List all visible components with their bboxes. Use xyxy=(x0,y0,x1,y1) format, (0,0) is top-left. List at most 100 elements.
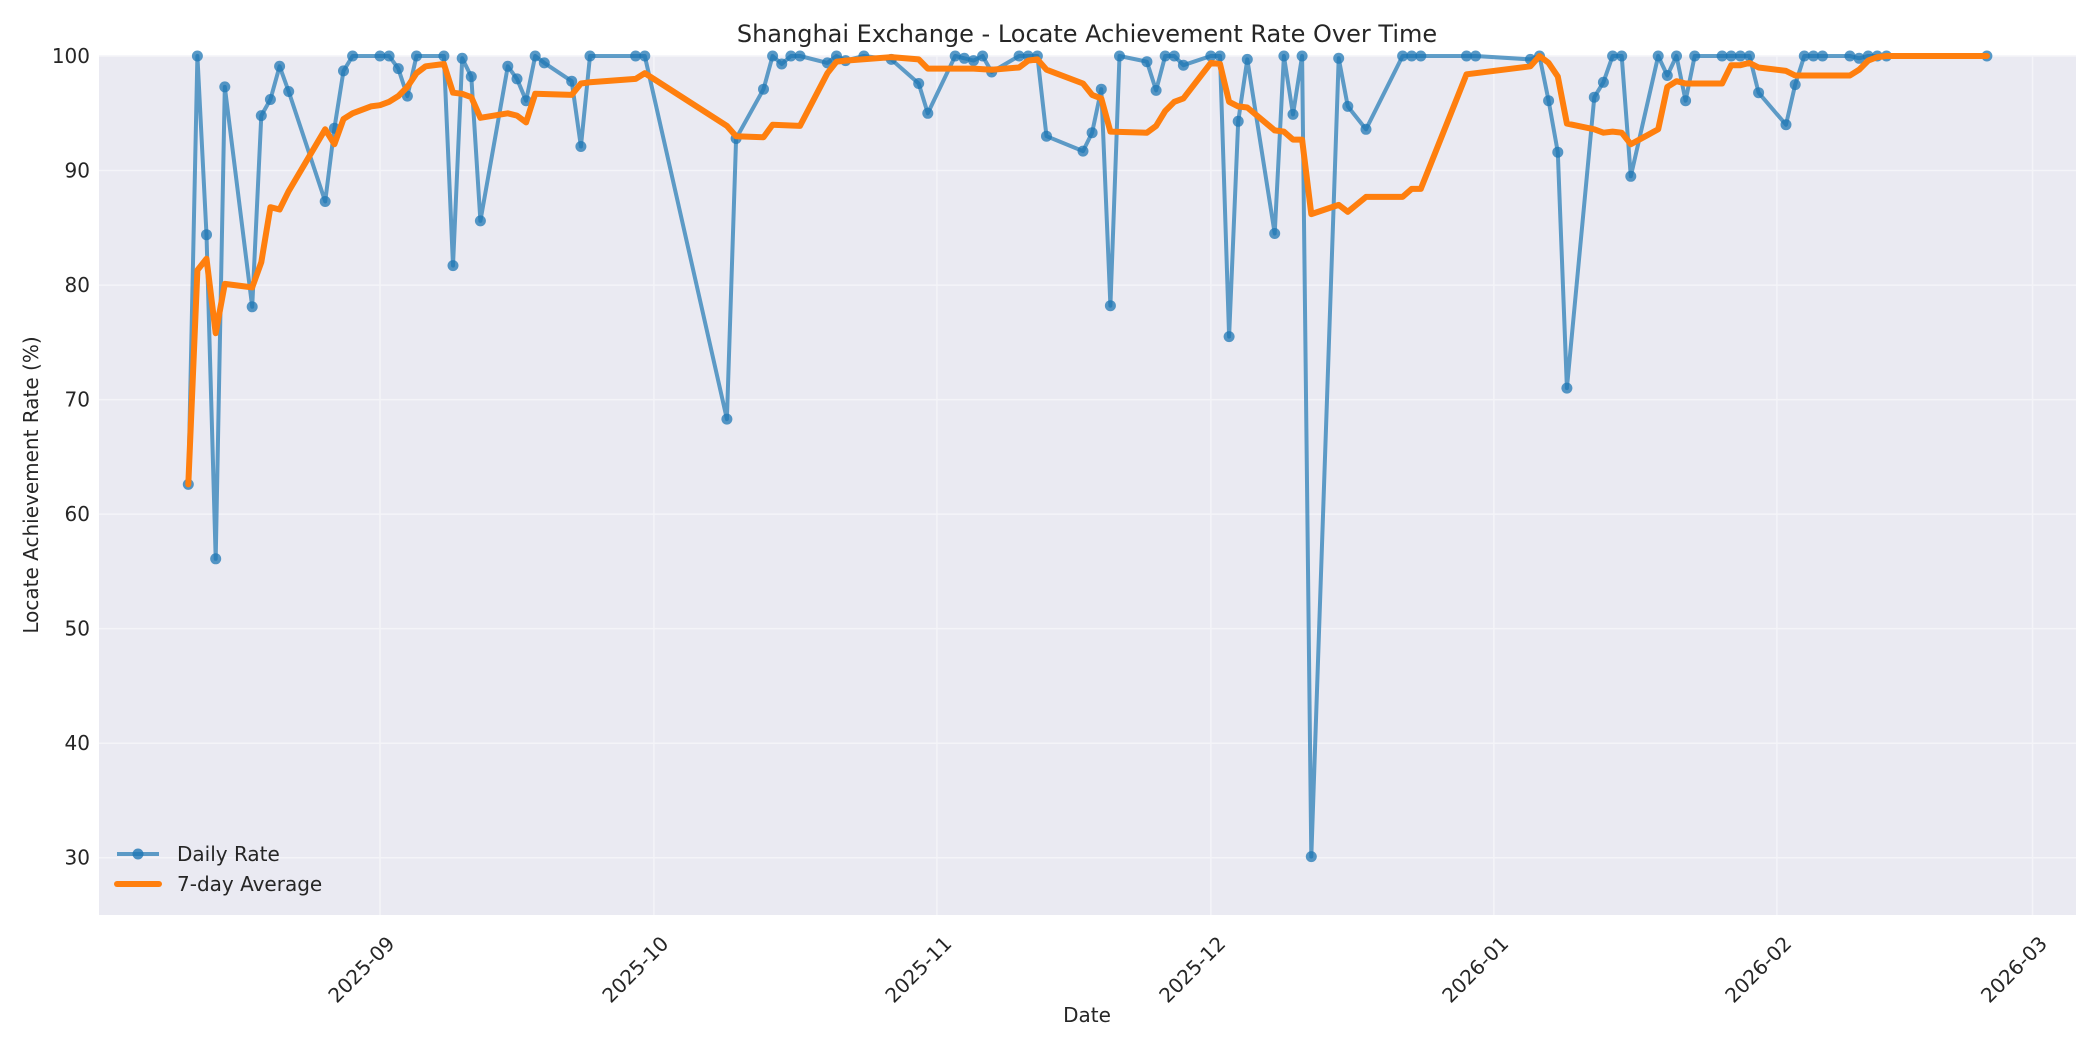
daily-rate-marker xyxy=(1406,50,1418,62)
daily-rate-marker xyxy=(758,83,769,95)
daily-rate-marker xyxy=(949,50,961,62)
daily-rate-marker xyxy=(1734,50,1746,62)
daily-rate-marker xyxy=(255,110,267,122)
legend-daily-marker-icon xyxy=(132,848,144,860)
daily-rate-marker xyxy=(1652,50,1664,62)
daily-rate-marker xyxy=(191,50,203,62)
legend-daily-label: Daily Rate xyxy=(177,842,280,866)
daily-rate-marker xyxy=(968,55,979,67)
daily-rate-marker xyxy=(246,301,258,313)
seven-day-average-series xyxy=(185,53,1990,488)
daily-rate-marker xyxy=(785,50,797,62)
daily-rate-marker xyxy=(1287,108,1299,120)
daily-rate-marker xyxy=(1159,50,1171,62)
daily-rate-marker xyxy=(1780,119,1792,131)
daily-rate-marker xyxy=(1680,95,1692,107)
daily-rate-marker xyxy=(1342,100,1354,112)
daily-rate-marker xyxy=(511,73,523,85)
daily-rate-marker xyxy=(1725,50,1737,62)
daily-rate-marker xyxy=(1296,50,1308,62)
daily-rate-marker xyxy=(1077,145,1089,157)
y-tick-label: 50 xyxy=(65,617,90,641)
legend-average-label: 7-day Average xyxy=(177,872,322,896)
y-tick-label: 90 xyxy=(65,159,90,183)
daily-rate-marker xyxy=(374,50,386,62)
daily-rate-marker xyxy=(1168,50,1180,62)
daily-rate-marker xyxy=(1214,50,1226,62)
daily-rate-marker xyxy=(794,50,806,62)
daily-rate-marker xyxy=(1141,56,1153,68)
daily-rate-marker xyxy=(1789,79,1801,91)
daily-rate-marker xyxy=(1333,52,1345,64)
daily-rate-marker xyxy=(1798,50,1810,62)
daily-rate-marker xyxy=(566,75,578,87)
daily-rate-marker xyxy=(1625,170,1637,182)
daily-rate-marker xyxy=(201,229,212,241)
daily-rate-series xyxy=(182,50,1993,863)
daily-rate-marker xyxy=(776,58,788,70)
daily-rate-marker xyxy=(1305,851,1317,863)
daily-rate-marker xyxy=(1744,50,1755,62)
daily-rate-marker xyxy=(538,57,550,69)
daily-rate-marker xyxy=(1753,87,1765,99)
daily-rate-marker xyxy=(922,107,934,119)
daily-rate-marker xyxy=(456,52,468,64)
daily-rate-marker xyxy=(438,50,450,62)
daily-rate-marker xyxy=(1817,50,1828,62)
daily-rate-marker xyxy=(347,50,359,62)
daily-rate-marker xyxy=(1671,50,1682,62)
daily-rate-marker xyxy=(1086,127,1098,139)
daily-rate-marker xyxy=(1241,53,1253,65)
daily-rate-marker xyxy=(1689,50,1701,62)
daily-rate-marker xyxy=(977,50,989,62)
daily-rate-marker xyxy=(1223,331,1235,343)
daily-rate-marker xyxy=(392,63,404,75)
daily-rate-marker xyxy=(1013,50,1025,62)
daily-rate-marker xyxy=(1104,300,1116,312)
daily-rate-marker xyxy=(210,553,222,565)
daily-rate-marker xyxy=(1844,50,1856,62)
daily-rate-marker xyxy=(1716,50,1728,62)
daily-rate-marker xyxy=(575,141,587,152)
daily-rate-marker xyxy=(721,413,733,425)
daily-rate-marker xyxy=(913,78,925,89)
daily-rate-marker xyxy=(1552,146,1564,158)
daily-rate-marker xyxy=(1661,70,1673,81)
daily-rate-marker xyxy=(1807,50,1819,62)
daily-rate-marker xyxy=(1853,52,1865,64)
y-axis-label: Locate Achievement Rate (%) xyxy=(19,336,43,633)
daily-rate-marker xyxy=(264,94,276,105)
daily-rate-marker xyxy=(1561,382,1573,394)
chart-title: Shanghai Exchange - Locate Achievement R… xyxy=(737,20,1437,48)
daily-rate-marker xyxy=(1543,95,1555,107)
daily-rate-marker xyxy=(219,81,231,93)
daily-rate-marker xyxy=(1278,50,1290,62)
y-tick-label: 100 xyxy=(52,44,90,68)
daily-rate-marker xyxy=(502,60,514,72)
y-tick-label: 40 xyxy=(65,731,90,755)
daily-rate-marker xyxy=(639,50,651,62)
daily-rate-marker xyxy=(1461,50,1472,62)
daily-rate-marker xyxy=(1588,91,1600,103)
daily-rate-marker xyxy=(1177,59,1189,71)
daily-rate-marker xyxy=(411,50,422,62)
daily-rate-marker xyxy=(520,95,532,107)
legend: Daily Rate 7-day Average xyxy=(114,842,322,896)
daily-rate-marker xyxy=(1360,123,1372,135)
daily-rate-marker xyxy=(1616,50,1628,62)
daily-rate-marker xyxy=(1397,50,1409,62)
daily-rate-marker xyxy=(274,60,286,72)
y-axis-ticks: 30 40 50 60 70 80 90 100 xyxy=(52,44,90,870)
daily-rate-marker xyxy=(1269,228,1281,239)
daily-rate-marker xyxy=(474,215,486,227)
daily-rate-marker xyxy=(465,71,477,83)
daily-rate-marker xyxy=(529,50,541,62)
daily-rate-marker xyxy=(1470,50,1482,62)
daily-rate-marker xyxy=(1607,50,1619,62)
daily-rate-marker xyxy=(1150,84,1162,96)
daily-rate-marker xyxy=(1114,50,1125,62)
daily-rate-marker xyxy=(584,50,596,62)
daily-rate-marker xyxy=(1597,76,1609,88)
daily-rate-marker xyxy=(383,50,395,62)
